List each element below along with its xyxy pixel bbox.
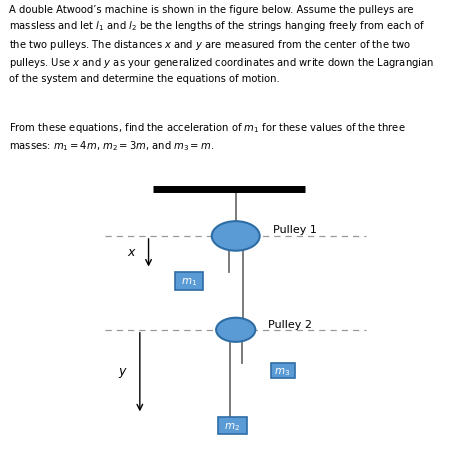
Text: $m_1$: $m_1$: [181, 275, 197, 287]
Bar: [218, 417, 247, 435]
Text: $m_2$: $m_2$: [224, 420, 241, 432]
Circle shape: [212, 222, 260, 251]
Text: $m_3$: $m_3$: [275, 365, 291, 377]
Text: From these equations, find the acceleration of $m_1$ for these values of the thr: From these equations, find the accelerat…: [9, 121, 406, 153]
Circle shape: [216, 318, 255, 342]
Text: y: y: [118, 364, 126, 377]
Text: A double Atwood’s machine is shown in the figure below. Assume the pulleys are
m: A double Atwood’s machine is shown in th…: [9, 5, 434, 83]
Text: x: x: [128, 245, 135, 258]
Bar: [271, 364, 295, 378]
Text: Pulley 1: Pulley 1: [273, 224, 316, 234]
Bar: [175, 273, 203, 290]
Text: Pulley 2: Pulley 2: [268, 319, 312, 329]
